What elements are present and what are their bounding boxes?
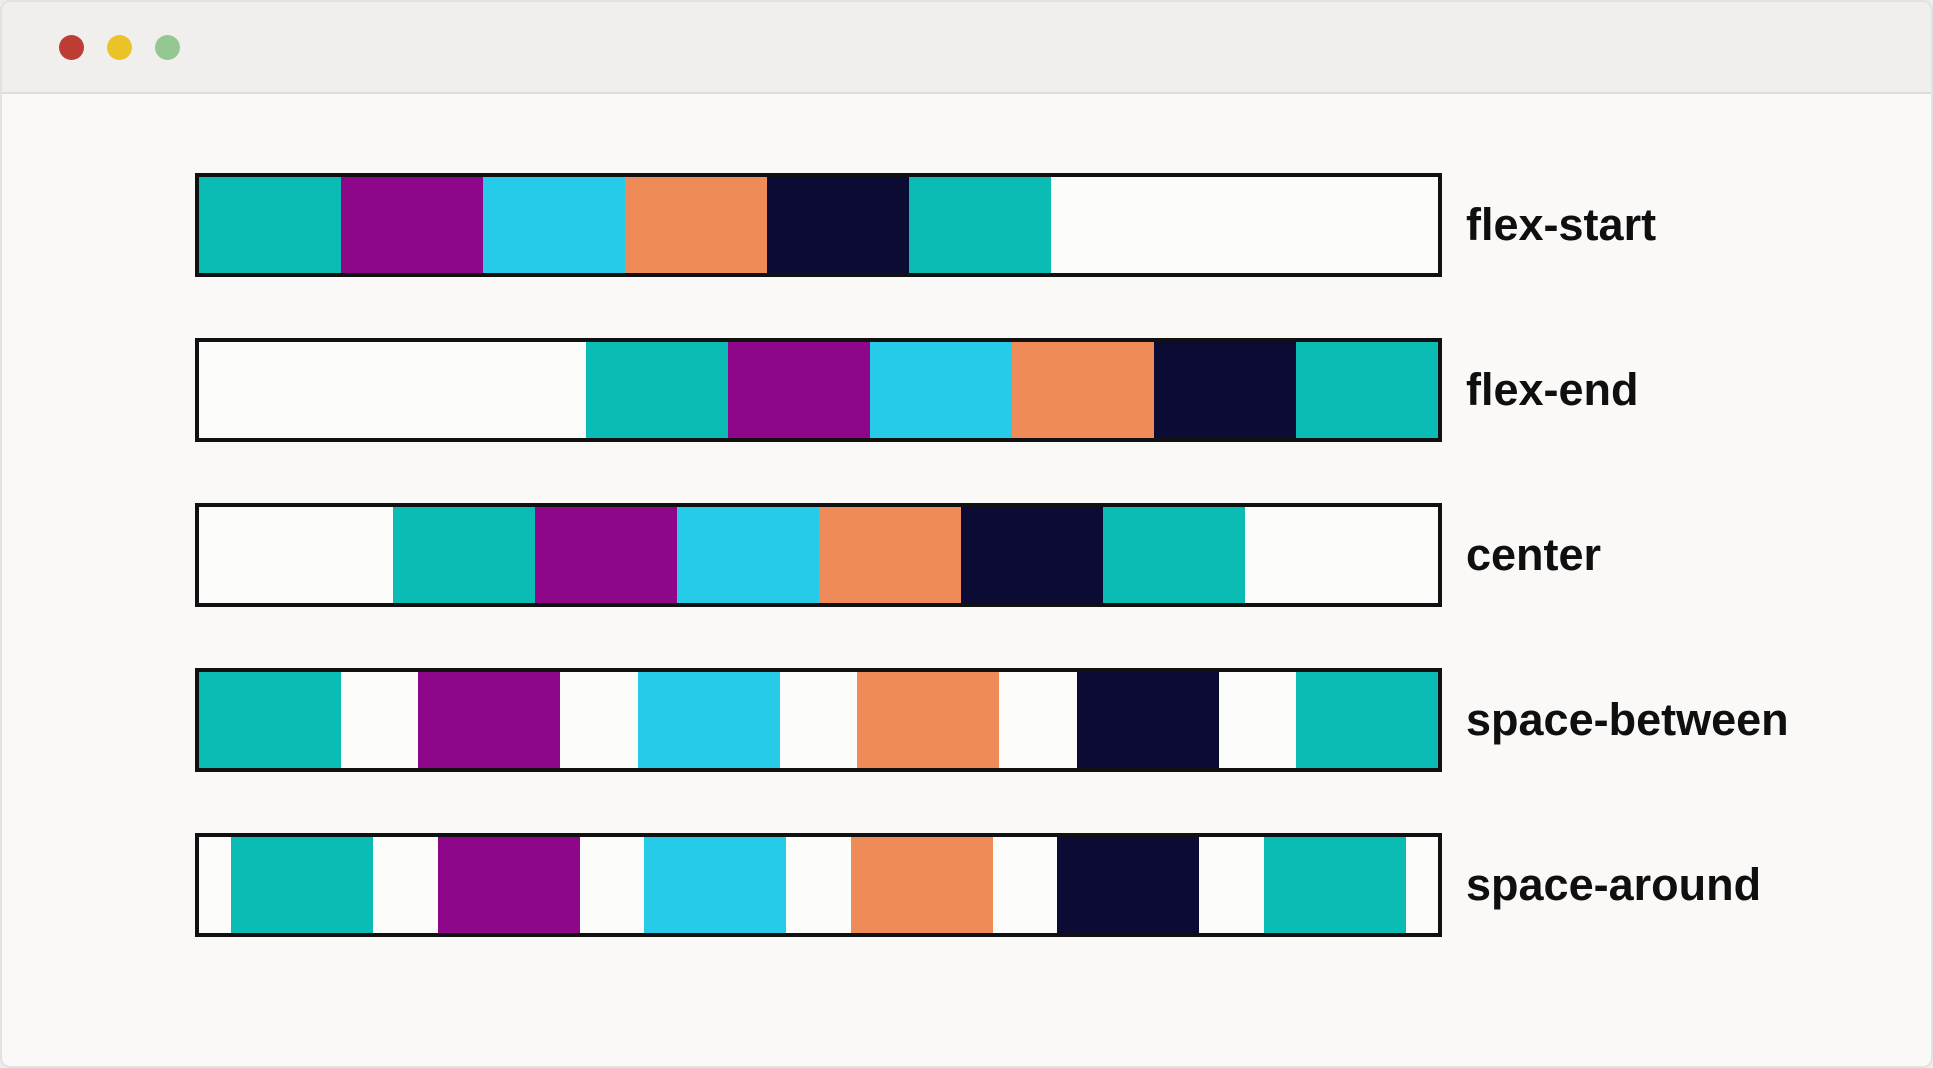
- flex-item-teal: [199, 672, 341, 768]
- flex-item-teal: [1263, 837, 1406, 933]
- flex-item-orange: [625, 177, 767, 273]
- flex-item-navy: [1076, 672, 1219, 768]
- row-label: flex-start: [1466, 199, 1657, 250]
- flex-item-cyan: [483, 177, 625, 273]
- flex-item-navy: [767, 177, 909, 273]
- title-bar: [2, 2, 1931, 94]
- flex-item-teal: [231, 837, 374, 933]
- row-label: space-between: [1466, 694, 1789, 745]
- flex-item-cyan: [870, 342, 1012, 438]
- flex-item-teal: [586, 342, 728, 438]
- flex-item-purple: [437, 837, 580, 933]
- demo-row-space-around: space-around: [195, 833, 1931, 937]
- flex-item-orange: [850, 837, 993, 933]
- flex-item-navy: [1057, 837, 1200, 933]
- demo-row-space-between: space-between: [195, 668, 1931, 772]
- demo-row-flex-end: flex-end: [195, 338, 1931, 442]
- flex-item-teal: [1102, 507, 1245, 603]
- row-label: space-around: [1466, 859, 1762, 910]
- flex-item-teal: [1296, 342, 1438, 438]
- flex-item-cyan: [676, 507, 819, 603]
- minimize-button-icon[interactable]: [107, 34, 132, 60]
- close-button-icon[interactable]: [59, 34, 84, 60]
- flexbox-demo-area: flex-start flex-end center space-between…: [2, 94, 1931, 937]
- flex-item-purple: [728, 342, 870, 438]
- flex-container-flex-end: [195, 338, 1442, 442]
- flex-container-space-around: [195, 833, 1442, 937]
- flex-item-navy: [960, 507, 1103, 603]
- flex-item-navy: [1154, 342, 1296, 438]
- flex-item-cyan: [637, 672, 780, 768]
- flex-item-purple: [418, 672, 561, 768]
- demo-row-flex-start: flex-start: [195, 173, 1931, 277]
- row-label: flex-end: [1466, 364, 1639, 415]
- demo-row-center: center: [195, 503, 1931, 607]
- flex-item-cyan: [644, 837, 787, 933]
- maximize-button-icon[interactable]: [155, 34, 180, 60]
- flex-container-flex-start: [195, 173, 1442, 277]
- flex-item-teal: [392, 507, 535, 603]
- flex-item-orange: [818, 507, 961, 603]
- flex-item-orange: [1012, 342, 1154, 438]
- flex-item-teal: [199, 177, 341, 273]
- flex-container-space-between: [195, 668, 1442, 772]
- flex-item-purple: [534, 507, 677, 603]
- flex-item-purple: [341, 177, 483, 273]
- flex-item-teal: [1295, 672, 1438, 768]
- flex-container-center: [195, 503, 1442, 607]
- flex-item-orange: [857, 672, 1000, 768]
- flex-item-teal: [909, 177, 1051, 273]
- row-label: center: [1466, 529, 1602, 580]
